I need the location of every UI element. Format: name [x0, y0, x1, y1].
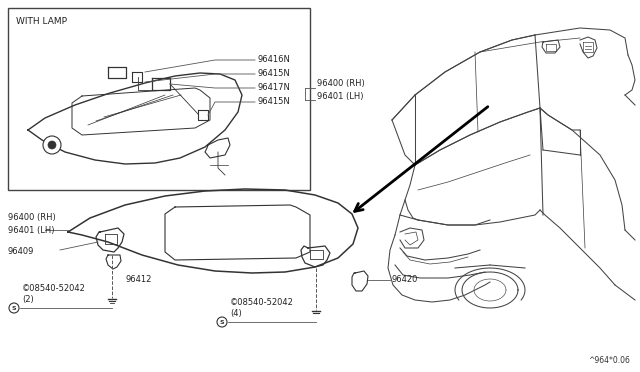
- Text: ^964*0.06: ^964*0.06: [588, 356, 630, 365]
- Text: WITH LAMP: WITH LAMP: [16, 17, 67, 26]
- Text: 96420: 96420: [392, 276, 419, 285]
- Circle shape: [43, 136, 61, 154]
- Text: ©08540-52042
(2): ©08540-52042 (2): [22, 284, 86, 304]
- Text: S: S: [220, 320, 224, 324]
- Text: 96412: 96412: [125, 276, 152, 285]
- Text: S: S: [12, 305, 16, 311]
- Text: 96415N: 96415N: [257, 70, 290, 78]
- Text: ©08540-52042
(4): ©08540-52042 (4): [230, 298, 294, 318]
- Text: 96415N: 96415N: [257, 97, 290, 106]
- Bar: [8, 8, 310, 190]
- Text: 96409: 96409: [8, 247, 35, 257]
- Text: 96416N: 96416N: [257, 55, 290, 64]
- Text: 96400 (RH)
96401 (LH): 96400 (RH) 96401 (LH): [8, 213, 56, 235]
- Text: 96417N: 96417N: [257, 83, 290, 93]
- Circle shape: [9, 303, 19, 313]
- Text: 96400 (RH)
96401 (LH): 96400 (RH) 96401 (LH): [317, 79, 365, 101]
- Circle shape: [48, 141, 56, 149]
- Circle shape: [217, 317, 227, 327]
